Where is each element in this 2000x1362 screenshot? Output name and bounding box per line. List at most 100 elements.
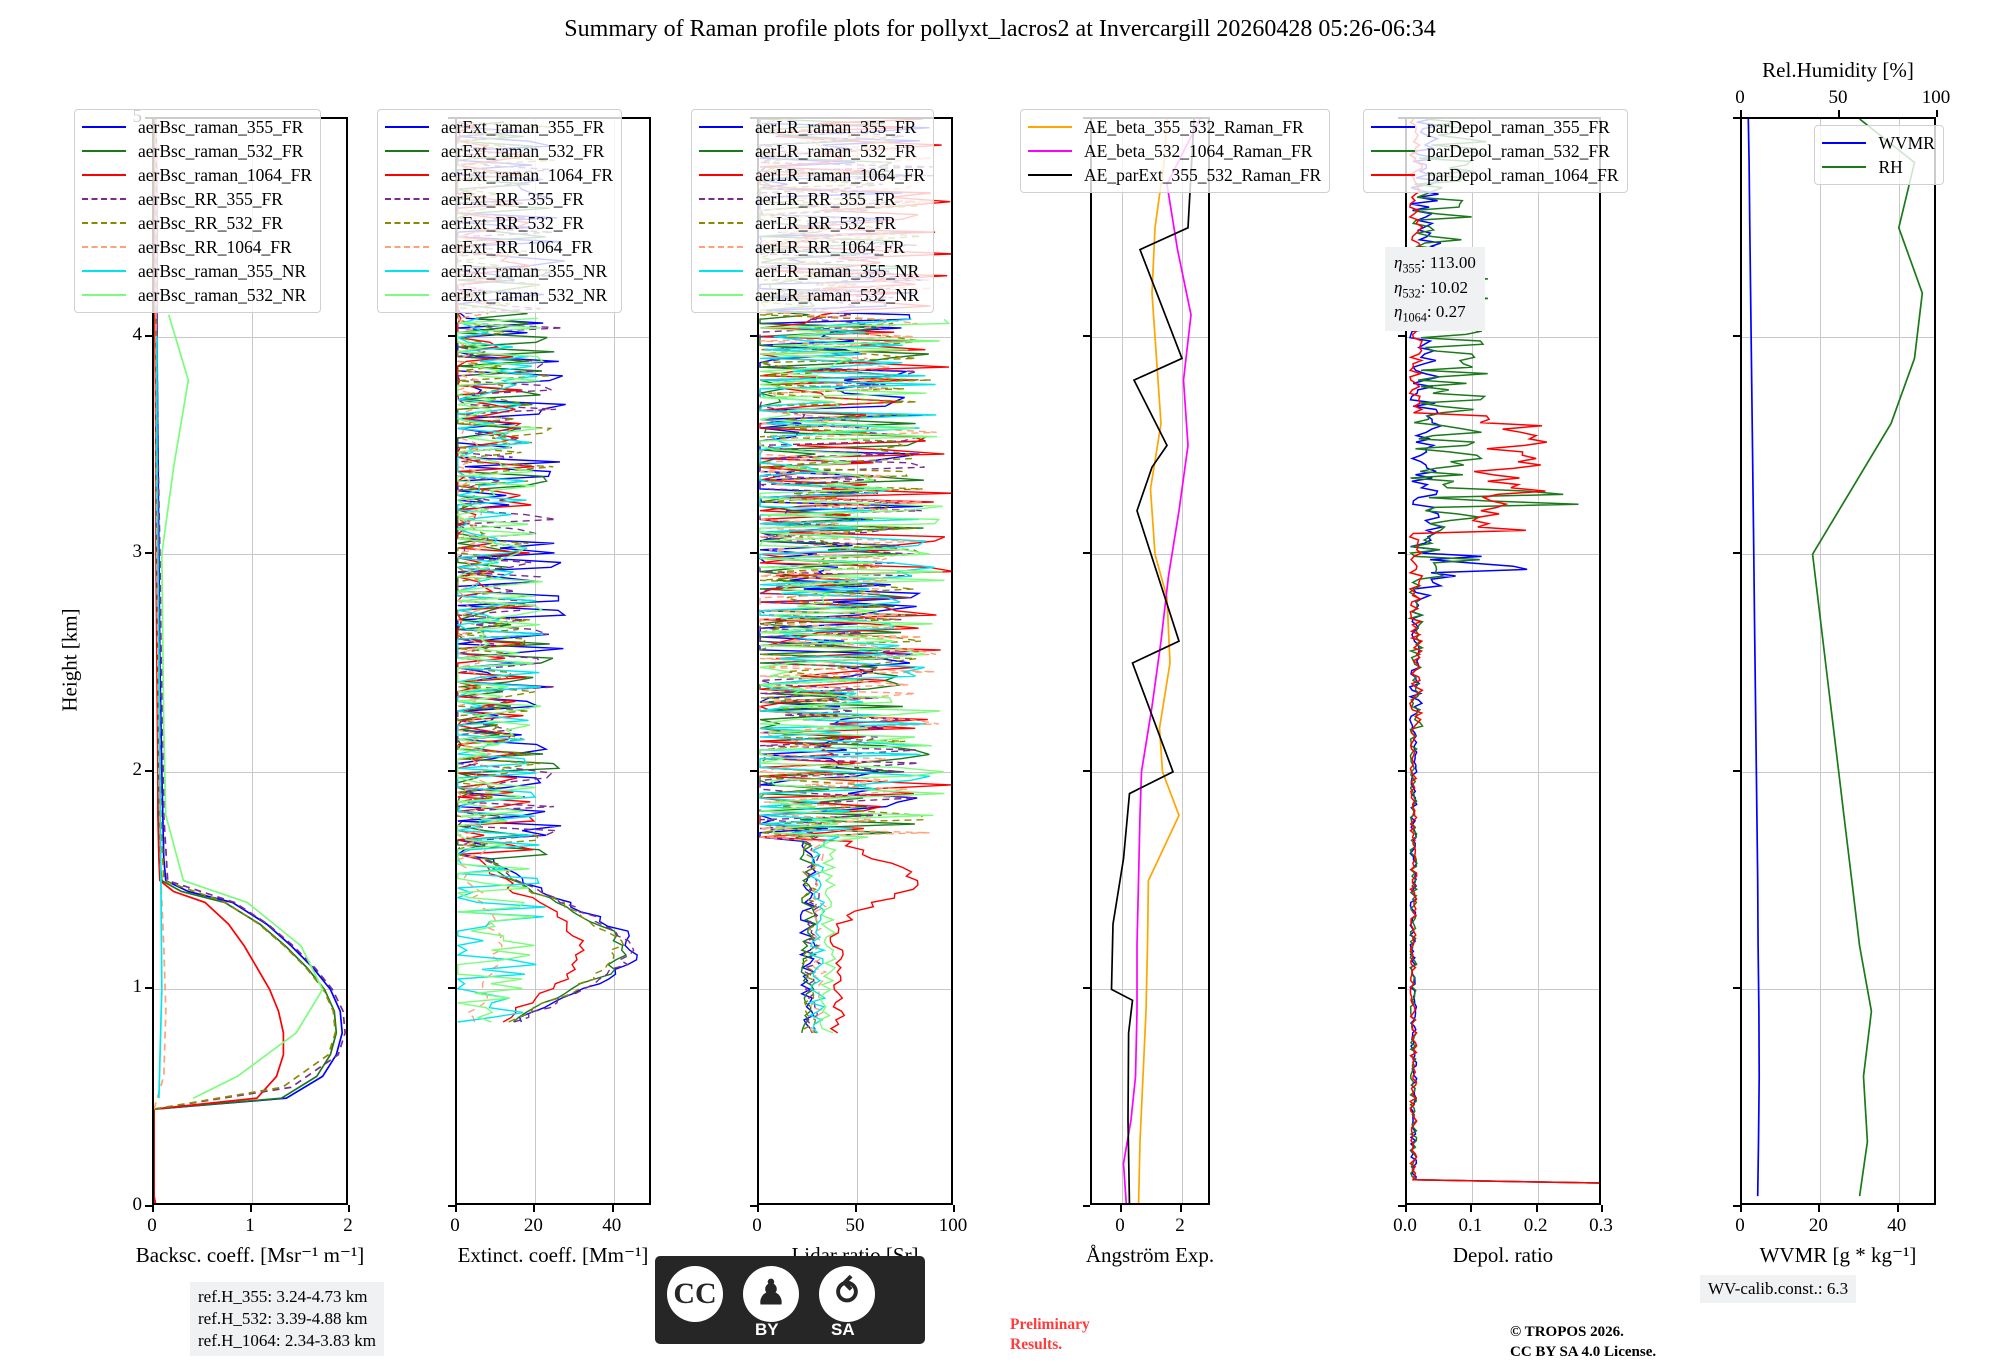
legend-label: aerExt_raman_532_NR — [441, 285, 607, 306]
legend-line-swatch — [385, 294, 429, 296]
legend-label: aerBsc_RR_532_FR — [138, 213, 283, 234]
legend-item[interactable]: parDepol_raman_1064_FR — [1371, 163, 1619, 187]
eta-row: η532: 10.02 — [1394, 277, 1476, 302]
top-x-tick-label: 50 — [1829, 87, 1848, 109]
y-tick — [750, 552, 757, 554]
legend-item[interactable]: aerExt_raman_532_FR — [385, 139, 613, 163]
legend-item[interactable]: aerBsc_RR_532_FR — [82, 211, 312, 235]
legend-label: aerExt_raman_355_FR — [441, 117, 604, 138]
legend-line-swatch — [699, 222, 743, 224]
legend-line-swatch — [82, 174, 126, 176]
curves-wvmr-rh — [1742, 119, 1936, 1205]
x-tick — [757, 1205, 759, 1212]
legend-label: parDepol_raman_532_FR — [1427, 141, 1610, 162]
legend-item[interactable]: aerBsc_RR_355_FR — [82, 187, 312, 211]
y-tick — [1083, 335, 1090, 337]
x-tick — [455, 1205, 457, 1212]
page-title: Summary of Raman profile plots for polly… — [0, 16, 2000, 43]
legend-label: aerBsc_raman_355_FR — [138, 117, 303, 138]
legend-label: aerLR_RR_532_FR — [755, 213, 896, 234]
legend-item[interactable]: aerExt_raman_532_NR — [385, 283, 613, 307]
x-tick-label: 2 — [1175, 1215, 1185, 1237]
y-tick — [1733, 987, 1740, 989]
x-axis-title-depolarization: Depol. ratio — [1453, 1243, 1553, 1268]
y-tick — [448, 1205, 455, 1207]
legend-item[interactable]: aerLR_RR_355_FR — [699, 187, 925, 211]
legend-label: parDepol_raman_355_FR — [1427, 117, 1610, 138]
legend-depolarization[interactable]: parDepol_raman_355_FR parDepol_raman_532_… — [1363, 109, 1628, 193]
legend-item[interactable]: AE_beta_355_532_Raman_FR — [1028, 115, 1321, 139]
y-tick-label: 0 — [133, 1194, 143, 1216]
copyright-note: © TROPOS 2026.CC BY SA 4.0 License. — [1510, 1323, 1656, 1362]
x-axis-title-wvmr-rh: WVMR [g * kg⁻¹] — [1760, 1243, 1917, 1268]
y-tick — [1398, 987, 1405, 989]
legend-label: aerExt_raman_1064_FR — [441, 165, 613, 186]
legend-line-swatch — [82, 126, 126, 128]
legend-line-swatch — [82, 150, 126, 152]
x-axis-title-extinction: Extinct. coeff. [Mm⁻¹] — [458, 1243, 649, 1268]
legend-item[interactable]: aerBsc_raman_532_FR — [82, 139, 312, 163]
y-tick — [1083, 552, 1090, 554]
plot-panel-extinction: 02040012345Extinct. coeff. [Mm⁻¹]aerExt_… — [455, 117, 651, 1205]
legend-item[interactable]: aerExt_RR_1064_FR — [385, 235, 613, 259]
x-tick — [1405, 1205, 1407, 1212]
legend-item[interactable]: WVMR — [1822, 131, 1934, 155]
legend-line-swatch — [699, 198, 743, 200]
legend-item[interactable]: AE_parExt_355_532_Raman_FR — [1028, 163, 1321, 187]
legend-item[interactable]: aerExt_raman_1064_FR — [385, 163, 613, 187]
legend-item[interactable]: parDepol_raman_355_FR — [1371, 115, 1619, 139]
legend-item[interactable]: aerBsc_RR_1064_FR — [82, 235, 312, 259]
y-tick — [1398, 552, 1405, 554]
x-tick — [1470, 1205, 1472, 1212]
legend-item[interactable]: aerLR_RR_1064_FR — [699, 235, 925, 259]
x-tick-label: 0.3 — [1589, 1215, 1613, 1237]
legend-item[interactable]: aerBsc_raman_355_NR — [82, 259, 312, 283]
legend-item[interactable]: aerExt_RR_532_FR — [385, 211, 613, 235]
legend-item[interactable]: aerLR_raman_355_NR — [699, 259, 925, 283]
legend-item[interactable]: parDepol_raman_532_FR — [1371, 139, 1619, 163]
x-axis-title-angstrom: Ångström Exp. — [1086, 1243, 1214, 1268]
legend-item[interactable]: aerLR_raman_532_FR — [699, 139, 925, 163]
plot-panel-lidar-ratio: 050100012345Lidar ratio [Sr]aerLR_raman_… — [757, 117, 953, 1205]
x-tick-label: 50 — [846, 1215, 865, 1237]
x-tick-label: 100 — [939, 1215, 968, 1237]
curves-angstrom — [1092, 119, 1210, 1205]
y-tick — [1733, 1205, 1740, 1207]
y-tick — [448, 335, 455, 337]
cc-glyph: CC — [667, 1266, 723, 1322]
legend-label: aerExt_RR_355_FR — [441, 189, 584, 210]
legend-item[interactable]: aerBsc_raman_1064_FR — [82, 163, 312, 187]
legend-item[interactable]: aerLR_raman_1064_FR — [699, 163, 925, 187]
legend-item[interactable]: aerLR_raman_355_FR — [699, 115, 925, 139]
legend-item[interactable]: aerLR_raman_532_NR — [699, 283, 925, 307]
legend-line-swatch — [1371, 150, 1415, 152]
legend-item[interactable]: aerExt_RR_355_FR — [385, 187, 613, 211]
legend-item[interactable]: aerExt_raman_355_FR — [385, 115, 613, 139]
legend-item[interactable]: RH — [1822, 155, 1934, 179]
eta-row: η1064: 0.27 — [1394, 301, 1476, 326]
by-person-icon: ♟ — [743, 1266, 799, 1322]
legend-item[interactable]: aerBsc_raman_355_FR — [82, 115, 312, 139]
legend-item[interactable]: aerLR_RR_532_FR — [699, 211, 925, 235]
plot-panel-depolarization: 0.00.10.20.3012345Depol. ratioparDepol_r… — [1405, 117, 1601, 1205]
plot-panel-backscatter: 012012345Backsc. coeff. [Msr⁻¹ m⁻¹]aerBs… — [152, 117, 348, 1205]
legend-line-swatch — [1371, 126, 1415, 128]
top-x-tick — [1838, 110, 1840, 117]
x-tick — [855, 1205, 857, 1212]
y-tick-label: 1 — [133, 976, 143, 998]
legend-item[interactable]: aerBsc_raman_532_NR — [82, 283, 312, 307]
y-tick — [750, 770, 757, 772]
x-tick-label: 20 — [1809, 1215, 1828, 1237]
legend-item[interactable]: AE_beta_532_1064_Raman_FR — [1028, 139, 1321, 163]
ref-height-line: ref.H_355: 3.24-4.73 km — [198, 1286, 376, 1308]
y-tick — [448, 770, 455, 772]
y-tick — [1733, 335, 1740, 337]
legend-item[interactable]: aerExt_raman_355_NR — [385, 259, 613, 283]
